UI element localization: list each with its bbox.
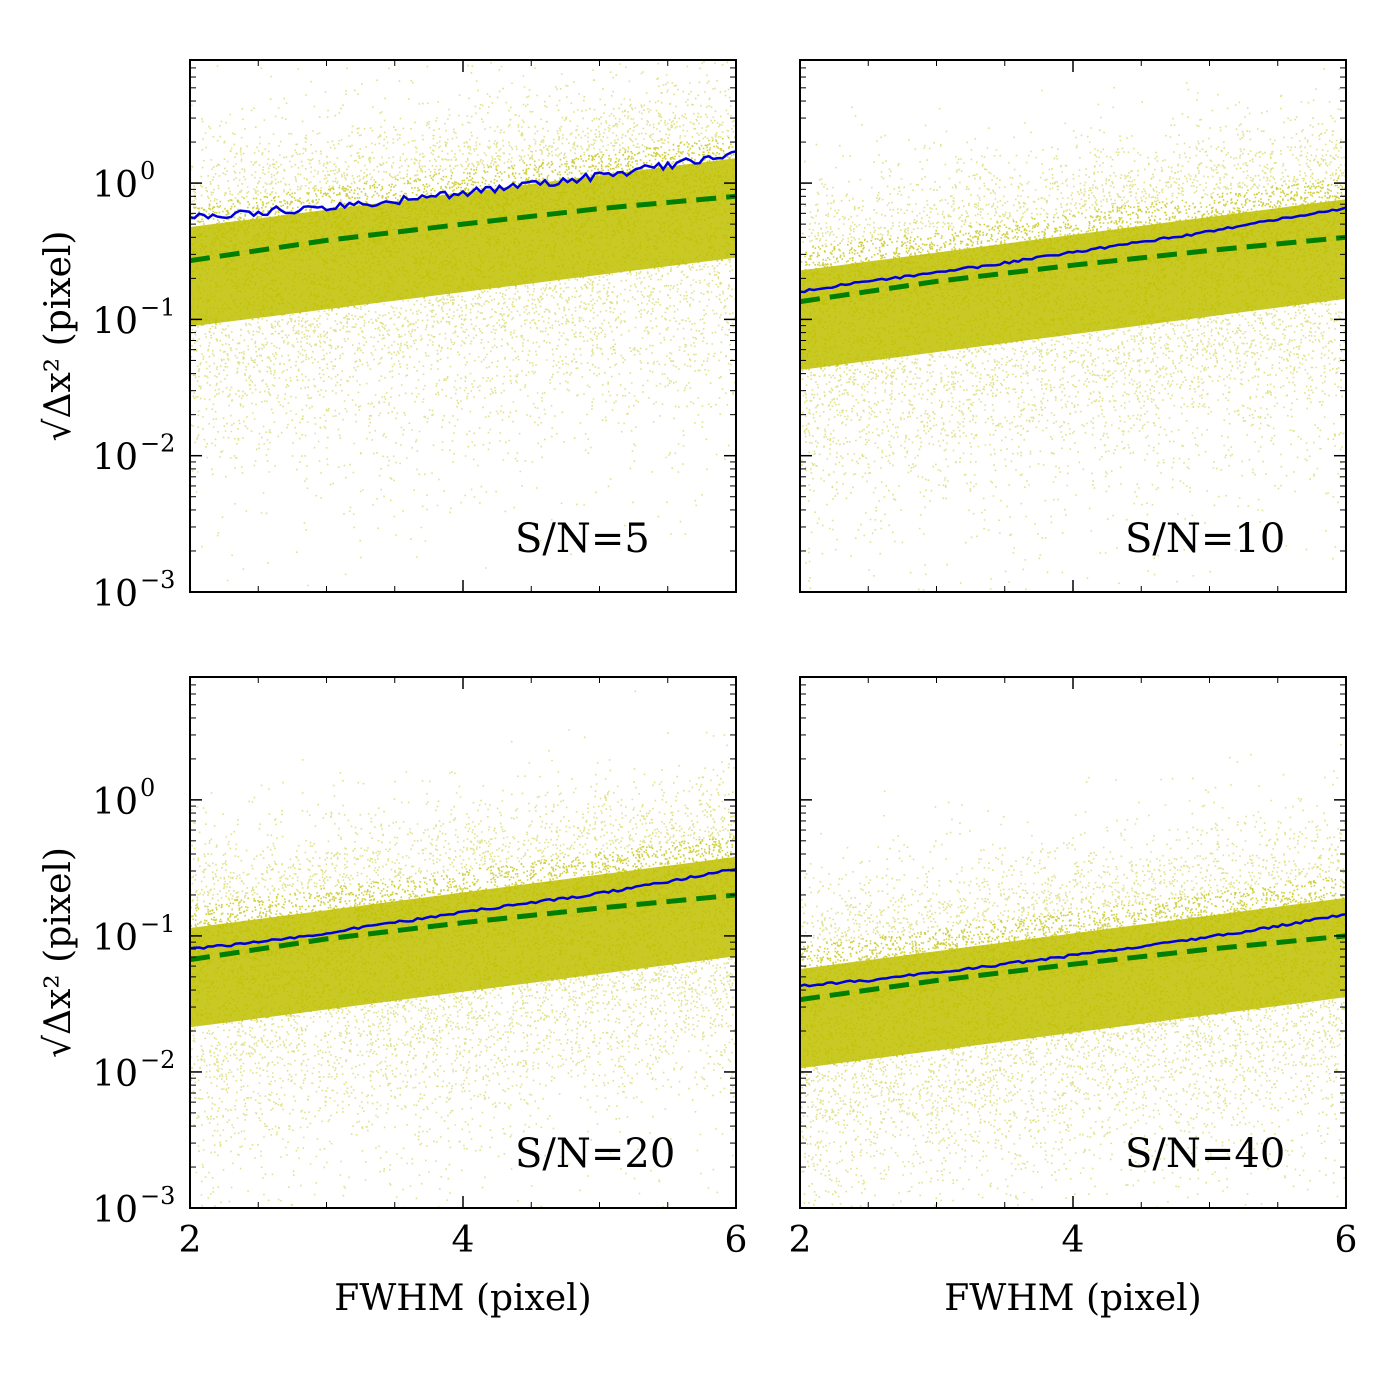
y-tick-exponent: −1 [140,910,175,938]
y-tick-label: 10 [92,1054,138,1095]
scatter-core [800,897,1346,1069]
y-tick-exponent: −1 [140,293,175,321]
panel-annotation: S/N=10 [1125,516,1285,562]
panels: 10−310−210−110 0S/N=5√Δx² (pixel)S/N=102 4… [38,59,1358,1319]
y-tick-label: 10 [92,1190,138,1231]
median-line [800,206,1346,294]
y-tick-label: 10 [92,301,138,342]
panel-annotation: S/N=5 [515,516,650,562]
scatter-core [190,158,736,327]
x-tick-label: 6 [725,1220,748,1261]
y-tick-label: 10 [92,918,138,959]
y-tick-exponent: −3 [140,1182,175,1210]
scatter-core [800,199,1346,370]
scatter-cloud [190,690,736,1208]
y-tick-exponent: −2 [140,1046,175,1074]
y-tick-label: 10 [92,574,138,615]
x-tick-label: 2 [179,1220,202,1261]
scatter-points-sparse [190,60,736,587]
panel-annotation: S/N=20 [515,1131,675,1177]
y-tick-label: 10 [92,438,138,479]
y-tick-exponent: 0 [140,157,155,185]
scatter-cloud [800,68,1346,591]
scatter-points-dense [800,177,1346,371]
y-axis-title: √Δx² (pixel) [38,231,79,442]
y-tick-label: 10 [92,165,138,206]
theory-line [800,234,1346,305]
panel-1: 10−310−210−110 0S/N=5√Δx² (pixel) [38,59,737,615]
scatter-core [190,856,736,1028]
y-tick-exponent: −3 [140,566,175,594]
y-tick-label: 10 [92,782,138,823]
median-line [190,868,736,950]
x-tick-label: 2 [789,1220,812,1261]
theory-line [190,193,736,264]
y-tick-exponent: 0 [140,774,155,802]
panel-annotation: S/N=40 [1125,1131,1285,1177]
scatter-cloud [190,60,736,587]
theory-line [800,933,1346,1003]
x-tick-label: 4 [452,1220,475,1261]
scatter-cloud [800,744,1346,1208]
x-axis-title: FWHM (pixel) [944,1278,1201,1319]
x-tick-label: 6 [1335,1220,1358,1261]
x-tick-label: 4 [1062,1220,1085,1261]
y-axis-title: √Δx² (pixel) [38,847,79,1058]
median-line [190,150,736,220]
x-axis-title: FWHM (pixel) [334,1278,591,1319]
theory-line [190,892,736,963]
panel-4: 2 4 6 S/N=40 FWHM (pixel) [789,676,1358,1319]
y-tick-exponent: −2 [140,430,175,458]
median-line [800,913,1346,988]
panel-2: S/N=10 [799,59,1347,593]
